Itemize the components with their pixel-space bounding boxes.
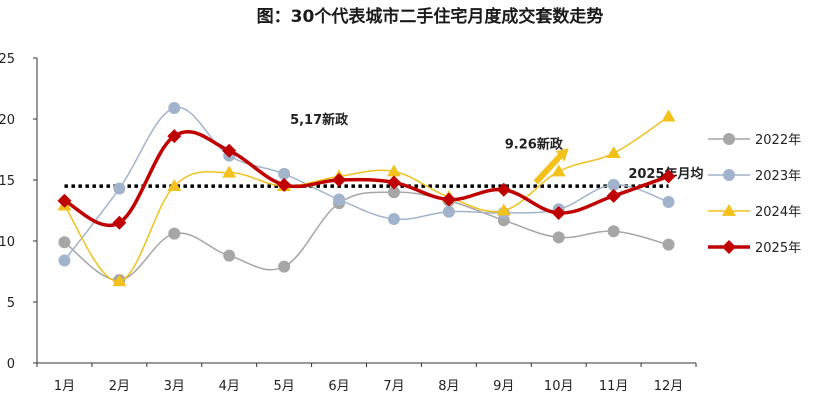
data-point — [112, 274, 127, 287]
data-point — [223, 249, 236, 262]
x-tick-label: 6月 — [328, 379, 349, 394]
legend-marker — [723, 169, 735, 181]
legend-item: 2024年 — [708, 204, 801, 220]
legend-label: 2022年 — [755, 133, 801, 148]
x-tick-label: 5月 — [273, 379, 294, 394]
series-group — [57, 102, 676, 287]
data-point — [607, 225, 620, 238]
average-line-group: 2025年月均 — [64, 166, 704, 188]
x-tick-label: 2月 — [109, 379, 130, 394]
data-point — [606, 188, 621, 203]
series-line — [63, 106, 669, 261]
legend-item: 2023年 — [708, 169, 801, 184]
legend-marker — [722, 204, 736, 216]
data-point — [168, 227, 181, 240]
data-point — [112, 215, 127, 230]
data-point — [332, 173, 347, 187]
y-tick-label: 25 — [0, 52, 15, 67]
legend: 2022年 2023年 2024年 2025年 — [708, 133, 801, 256]
annotation-label: 9.26新政 — [505, 136, 564, 152]
data-point — [661, 109, 676, 122]
x-tick-label: 11月 — [599, 379, 629, 394]
data-point — [222, 165, 237, 178]
y-tick-label: 20 — [0, 113, 15, 128]
legend-item: 2025年 — [708, 240, 801, 256]
x-tick-label: 7月 — [383, 379, 404, 394]
legend-marker — [723, 133, 735, 145]
data-point — [442, 205, 455, 218]
data-point — [386, 164, 401, 177]
series-1 — [58, 102, 675, 267]
series-3 — [57, 129, 676, 230]
data-point — [387, 186, 400, 199]
data-point — [277, 177, 292, 192]
legend-label: 2023年 — [755, 169, 801, 184]
legend-marker — [722, 240, 736, 254]
data-point — [58, 254, 71, 267]
data-point — [552, 231, 565, 244]
data-point — [167, 179, 182, 191]
x-tick-label: 12月 — [654, 379, 684, 394]
data-point — [662, 195, 675, 208]
data-point — [496, 203, 511, 216]
data-point — [607, 178, 620, 191]
data-point — [387, 213, 400, 226]
data-point — [167, 129, 182, 144]
data-point — [57, 193, 72, 208]
data-point — [58, 236, 71, 249]
legend-label: 2024年 — [755, 205, 801, 220]
y-tick-label: 15 — [0, 174, 15, 189]
data-point — [168, 102, 181, 115]
series-line — [63, 115, 669, 283]
data-point — [441, 192, 456, 207]
y-tick-label: 5 — [7, 296, 15, 311]
data-point — [386, 175, 401, 190]
annotation-arrow-head — [555, 148, 569, 162]
x-tick-label: 8月 — [438, 379, 459, 394]
data-point — [278, 167, 291, 180]
y-tick-label: 0 — [7, 357, 15, 372]
series-0 — [58, 186, 675, 287]
data-point — [278, 260, 291, 273]
data-point — [496, 182, 511, 197]
data-point — [606, 146, 621, 159]
annotation-arrow — [533, 151, 565, 185]
annotations-group: 5,17新政 9.26新政 — [290, 112, 569, 185]
series-line — [64, 191, 669, 281]
legend-item: 2022年 — [708, 133, 801, 148]
x-tick-label: 9月 — [493, 379, 514, 394]
data-point — [333, 193, 346, 206]
data-point — [551, 205, 566, 220]
y-tick-label: 10 — [0, 235, 15, 250]
legend-label: 2025年 — [755, 241, 801, 256]
x-tick-label: 4月 — [219, 379, 240, 394]
x-tick-label: 10月 — [544, 379, 574, 394]
axes: 0 5 10 15 20 25 1月 2月 3月 4月 5月 6月 7月 8月 9月 10月 11月 12月 — [0, 52, 697, 394]
data-point — [113, 182, 126, 195]
data-point — [222, 143, 237, 158]
data-point — [662, 238, 675, 251]
annotation-label: 5,17新政 — [290, 112, 349, 128]
data-point — [661, 169, 676, 184]
x-tick-label: 3月 — [164, 379, 185, 394]
data-point — [551, 164, 566, 177]
chart-title: 图：30个代表城市二手住宅月度成交套数走势 — [257, 6, 604, 27]
x-tick-label: 1月 — [54, 379, 75, 394]
